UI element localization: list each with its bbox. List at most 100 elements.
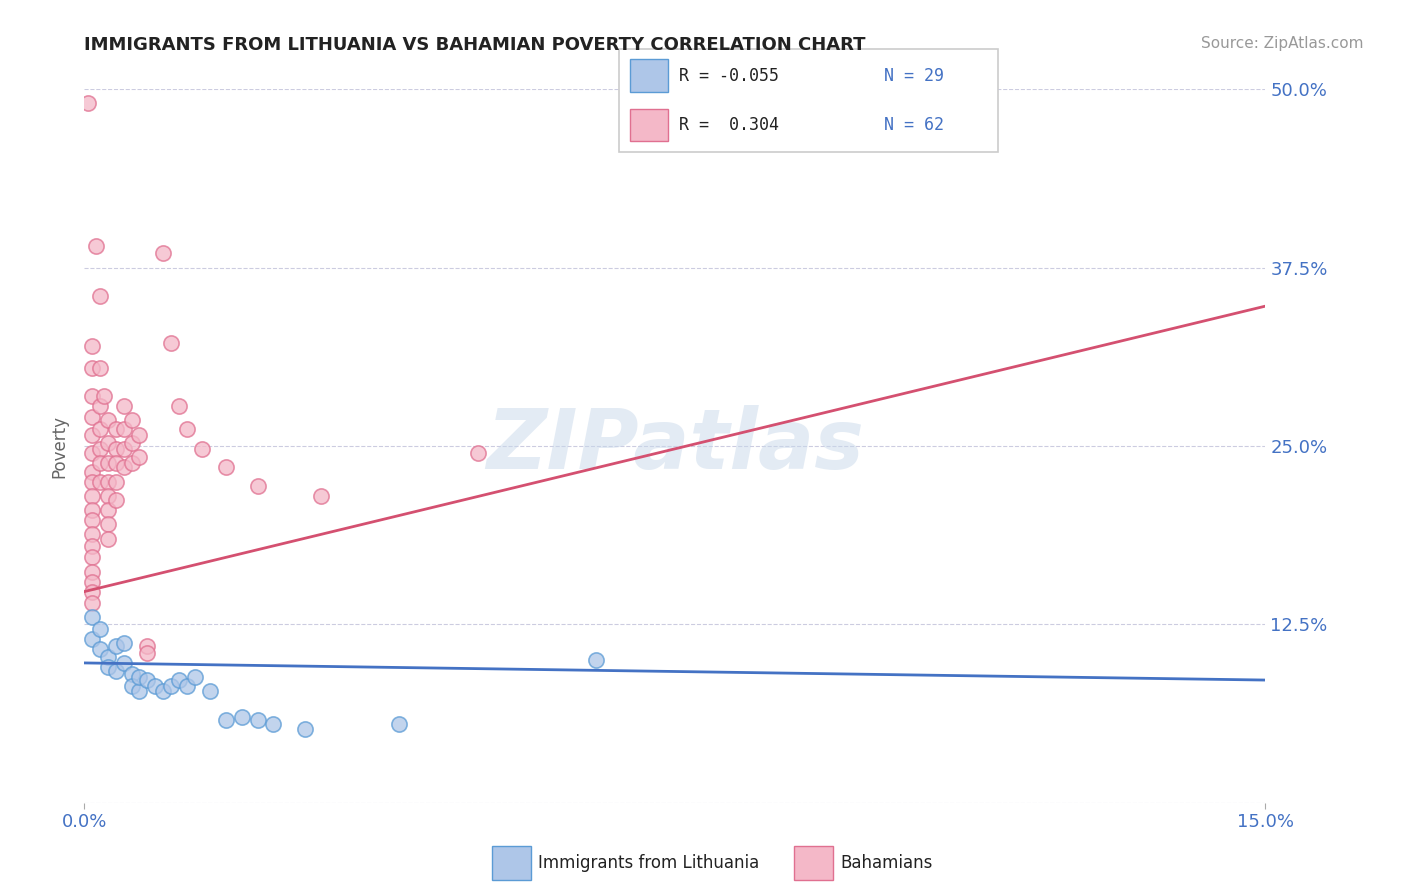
Point — [231, 710, 253, 724]
Point — [82, 539, 104, 553]
Text: IMMIGRANTS FROM LITHUANIA VS BAHAMIAN POVERTY CORRELATION CHART: IMMIGRANTS FROM LITHUANIA VS BAHAMIAN PO… — [84, 36, 866, 54]
FancyBboxPatch shape — [619, 49, 998, 152]
Point — [82, 339, 104, 353]
FancyBboxPatch shape — [492, 846, 531, 880]
Point — [183, 670, 205, 684]
Point — [82, 489, 104, 503]
Point — [585, 653, 607, 667]
Point — [152, 684, 174, 698]
Point — [104, 475, 127, 489]
Point — [97, 517, 120, 532]
Point — [167, 399, 190, 413]
Point — [97, 489, 120, 503]
Point — [121, 667, 143, 681]
Point — [89, 422, 111, 436]
Point — [82, 389, 104, 403]
Point — [121, 413, 143, 427]
Point — [294, 722, 316, 736]
Point — [82, 360, 104, 375]
Text: Source: ZipAtlas.com: Source: ZipAtlas.com — [1201, 36, 1364, 51]
Point — [89, 289, 111, 303]
Text: Immigrants from Lithuania: Immigrants from Lithuania — [538, 854, 759, 872]
Point — [82, 610, 104, 624]
Point — [89, 360, 111, 375]
Point — [136, 673, 159, 687]
Point — [89, 442, 111, 456]
Point — [215, 713, 238, 727]
Point — [82, 565, 104, 579]
Point — [104, 639, 127, 653]
FancyBboxPatch shape — [630, 109, 668, 141]
Point — [82, 632, 104, 646]
Point — [82, 465, 104, 479]
Point — [112, 422, 135, 436]
Point — [176, 679, 198, 693]
Point — [112, 460, 135, 475]
Point — [97, 650, 120, 665]
Point — [104, 665, 127, 679]
Point — [104, 422, 127, 436]
Point — [89, 641, 111, 656]
Point — [112, 399, 135, 413]
Point — [176, 422, 198, 436]
Text: ZIPatlas: ZIPatlas — [486, 406, 863, 486]
Point — [97, 456, 120, 470]
Point — [112, 442, 135, 456]
Point — [93, 389, 115, 403]
Point — [97, 436, 120, 450]
Point — [82, 503, 104, 517]
Point — [97, 475, 120, 489]
Point — [262, 717, 284, 731]
Point — [309, 489, 332, 503]
Point — [200, 684, 222, 698]
Point — [121, 456, 143, 470]
Point — [128, 450, 150, 465]
Point — [82, 596, 104, 610]
Point — [77, 96, 100, 111]
Text: R = -0.055: R = -0.055 — [679, 67, 779, 85]
Point — [136, 646, 159, 660]
Point — [160, 679, 183, 693]
Point — [82, 574, 104, 589]
Point — [82, 475, 104, 489]
Text: R =  0.304: R = 0.304 — [679, 116, 779, 134]
Point — [215, 460, 238, 475]
Point — [152, 246, 174, 260]
Point — [246, 713, 269, 727]
Point — [121, 436, 143, 450]
FancyBboxPatch shape — [630, 60, 668, 92]
Point — [128, 427, 150, 442]
Point — [136, 639, 159, 653]
Point — [246, 479, 269, 493]
Point — [89, 399, 111, 413]
Point — [89, 622, 111, 636]
Point — [82, 584, 104, 599]
Text: Bahamians: Bahamians — [841, 854, 932, 872]
Point — [82, 550, 104, 565]
Point — [97, 660, 120, 674]
Point — [104, 442, 127, 456]
Point — [97, 503, 120, 517]
Point — [388, 717, 411, 731]
Point — [97, 413, 120, 427]
Point — [82, 513, 104, 527]
Point — [97, 532, 120, 546]
Point — [82, 410, 104, 425]
Point — [82, 446, 104, 460]
Point — [112, 656, 135, 670]
Point — [84, 239, 107, 253]
Point — [167, 673, 190, 687]
Point — [128, 684, 150, 698]
Point — [467, 446, 489, 460]
Point — [82, 427, 104, 442]
Point — [143, 679, 166, 693]
Text: N = 29: N = 29 — [884, 67, 945, 85]
Point — [160, 336, 183, 351]
Point — [121, 679, 143, 693]
Point — [82, 527, 104, 541]
FancyBboxPatch shape — [794, 846, 832, 880]
Point — [104, 493, 127, 508]
Point — [191, 442, 214, 456]
Point — [104, 456, 127, 470]
Text: N = 62: N = 62 — [884, 116, 945, 134]
